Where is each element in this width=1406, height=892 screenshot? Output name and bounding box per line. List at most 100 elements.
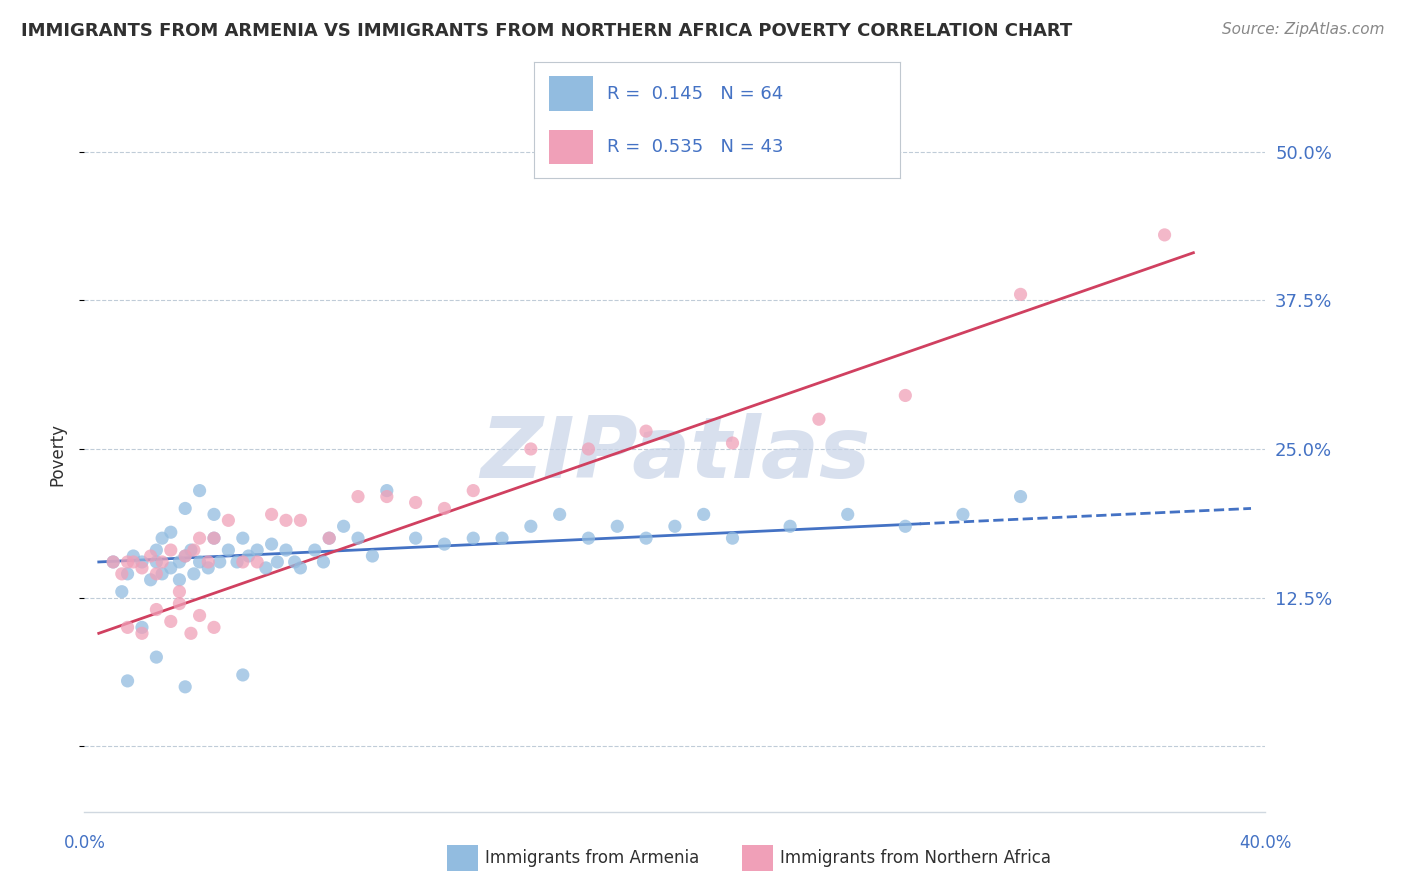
Point <box>159 525 181 540</box>
Point <box>1010 490 1032 504</box>
Point <box>226 555 249 569</box>
Point <box>520 442 543 456</box>
Point <box>463 483 485 498</box>
Point <box>578 531 600 545</box>
Point <box>260 537 283 551</box>
FancyBboxPatch shape <box>548 129 593 164</box>
Text: 40.0%: 40.0% <box>1239 834 1292 852</box>
Point <box>117 620 139 634</box>
Point <box>145 543 167 558</box>
Point <box>266 555 288 569</box>
Point <box>606 519 628 533</box>
Point <box>188 531 211 545</box>
Point <box>664 519 686 533</box>
Point <box>284 555 307 569</box>
Point <box>217 543 239 558</box>
Point <box>491 531 513 545</box>
Point <box>463 531 485 545</box>
Point <box>232 531 254 545</box>
Point <box>131 626 153 640</box>
Point <box>145 602 167 616</box>
Point <box>202 620 225 634</box>
Point <box>145 650 167 665</box>
Y-axis label: Poverty: Poverty <box>48 424 66 486</box>
Text: Immigrants from Northern Africa: Immigrants from Northern Africa <box>780 849 1052 867</box>
Point <box>375 483 398 498</box>
Text: ZIPatlas: ZIPatlas <box>479 413 870 497</box>
Point <box>520 519 543 533</box>
Point <box>318 531 340 545</box>
Point <box>117 555 139 569</box>
Text: 0.0%: 0.0% <box>63 834 105 852</box>
Point <box>238 549 260 563</box>
Point <box>721 531 744 545</box>
Point <box>111 584 134 599</box>
Point <box>347 490 370 504</box>
Point <box>174 680 197 694</box>
Point <box>202 531 225 545</box>
Point <box>807 412 830 426</box>
Point <box>548 508 571 522</box>
Point <box>188 555 211 569</box>
Point <box>837 508 859 522</box>
Point <box>117 673 139 688</box>
Point <box>332 519 354 533</box>
Point <box>159 615 181 629</box>
Point <box>202 531 225 545</box>
Point <box>232 668 254 682</box>
Point <box>347 531 370 545</box>
Point <box>692 508 714 522</box>
Point <box>188 608 211 623</box>
Point <box>180 543 202 558</box>
FancyBboxPatch shape <box>548 77 593 112</box>
Point <box>405 495 427 509</box>
Point <box>122 555 145 569</box>
Point <box>312 555 335 569</box>
Point <box>202 508 225 522</box>
Point <box>578 442 600 456</box>
Point <box>894 519 917 533</box>
Point <box>183 543 205 558</box>
Point <box>375 490 398 504</box>
Point <box>169 573 191 587</box>
Point <box>101 555 124 569</box>
Point <box>952 508 974 522</box>
Point <box>117 566 139 581</box>
Text: Immigrants from Armenia: Immigrants from Armenia <box>485 849 699 867</box>
Point <box>139 549 162 563</box>
Point <box>274 513 297 527</box>
Point <box>636 531 658 545</box>
Point <box>894 388 917 402</box>
Point <box>197 555 219 569</box>
Point <box>246 543 269 558</box>
Point <box>159 543 181 558</box>
Point <box>101 555 124 569</box>
Text: Source: ZipAtlas.com: Source: ZipAtlas.com <box>1222 22 1385 37</box>
Point <box>217 513 239 527</box>
Point <box>183 566 205 581</box>
Point <box>169 584 191 599</box>
Point <box>150 566 173 581</box>
Point <box>254 561 277 575</box>
Point <box>150 531 173 545</box>
Point <box>290 561 312 575</box>
Point <box>145 566 167 581</box>
Point <box>169 597 191 611</box>
Point <box>180 626 202 640</box>
Point <box>174 549 197 563</box>
Point <box>636 424 658 438</box>
Point <box>111 566 134 581</box>
Point <box>274 543 297 558</box>
Point <box>139 573 162 587</box>
Point <box>150 555 173 569</box>
Point <box>208 555 231 569</box>
Point <box>174 549 197 563</box>
Point <box>131 620 153 634</box>
Point <box>1153 227 1175 242</box>
Point <box>174 501 197 516</box>
Point <box>721 436 744 450</box>
Point <box>260 508 283 522</box>
Point <box>361 549 384 563</box>
Point <box>433 501 456 516</box>
Text: IMMIGRANTS FROM ARMENIA VS IMMIGRANTS FROM NORTHERN AFRICA POVERTY CORRELATION C: IMMIGRANTS FROM ARMENIA VS IMMIGRANTS FR… <box>21 22 1073 40</box>
